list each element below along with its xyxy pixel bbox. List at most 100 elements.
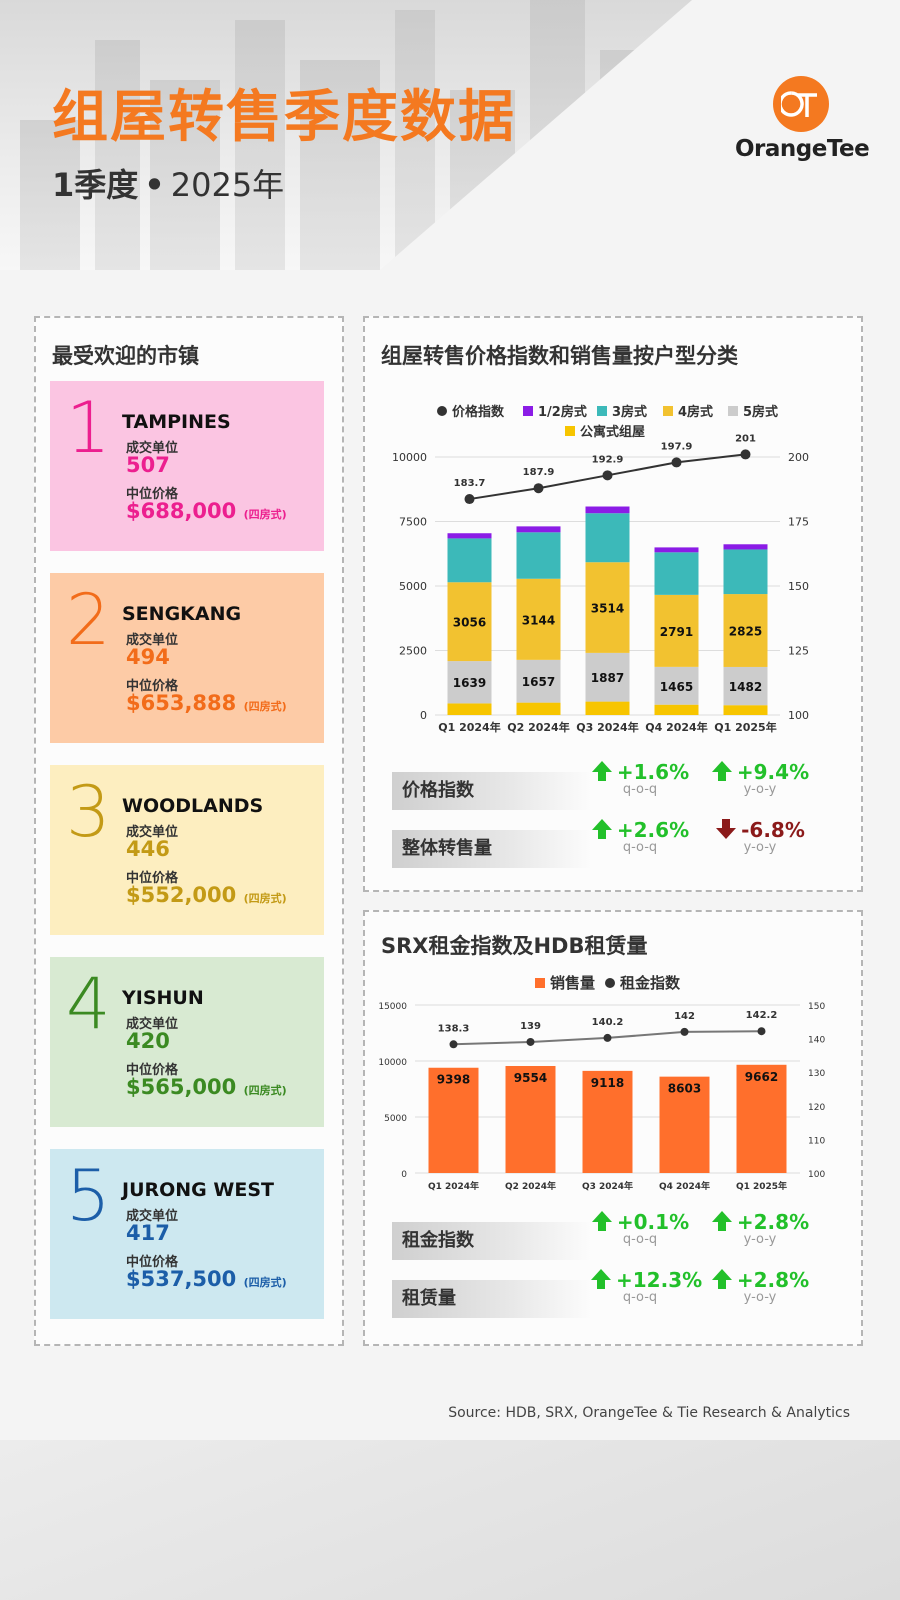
line-point bbox=[671, 457, 682, 468]
legend-marker bbox=[605, 978, 615, 988]
page-subtitle: 1季度 • 2025年 bbox=[52, 160, 284, 206]
bar-data-label: 9118 bbox=[591, 1076, 624, 1090]
bar-data-label: 1639 bbox=[453, 676, 486, 690]
stat-label: 整体转售量 bbox=[392, 830, 592, 868]
bar-segment bbox=[585, 652, 630, 702]
bar-segment bbox=[428, 1067, 479, 1173]
line-data-label: 187.9 bbox=[523, 467, 555, 478]
town-price-value: $552,000 bbox=[126, 883, 237, 907]
flat-type: (四房式) bbox=[243, 1276, 287, 1289]
y2-tick-label: 110 bbox=[808, 1136, 825, 1146]
y-tick-label: 10000 bbox=[378, 1058, 407, 1068]
bar-segment bbox=[516, 659, 561, 703]
y-tick-label: 0 bbox=[420, 709, 427, 722]
legend-marker bbox=[437, 406, 447, 416]
bar-segment bbox=[654, 704, 699, 715]
town-name: YISHUN bbox=[122, 987, 204, 1009]
line-point bbox=[757, 1027, 766, 1036]
town-price-value: $653,888 bbox=[126, 691, 237, 715]
up-arrow-icon bbox=[591, 819, 612, 839]
town-units: 494 bbox=[126, 645, 170, 669]
bar-data-label: 1657 bbox=[522, 675, 555, 689]
x-tick-label: Q3 2024年 bbox=[576, 720, 638, 734]
bar-segment bbox=[736, 1064, 787, 1173]
town-rank: 1 bbox=[66, 387, 111, 469]
legend-label: 4房式 bbox=[678, 404, 713, 420]
town-name: TAMPINES bbox=[122, 411, 231, 433]
line-data-label: 138.3 bbox=[438, 1023, 470, 1034]
line-data-label: 140.2 bbox=[592, 1017, 624, 1028]
line-point bbox=[680, 1027, 689, 1036]
line-data-label: 142 bbox=[674, 1011, 695, 1022]
x-tick-label: Q1 2025年 bbox=[736, 1180, 787, 1192]
bar-data-label: 9554 bbox=[514, 1071, 547, 1085]
rental-chart: 0 5000 10000 15000 100 110 120 130 140 150 9398 955… bbox=[378, 974, 825, 1192]
y2-tick-label: 150 bbox=[788, 580, 809, 593]
x-tick-label: Q1 2024年 bbox=[428, 1180, 479, 1192]
town-price: $688,000 (四房式) bbox=[126, 499, 287, 523]
town-card: 2 SENGKANG 成交单位 494 中位价格 $653,888 (四房式) bbox=[50, 573, 324, 743]
legend-label: 销售量 bbox=[550, 974, 595, 992]
legend-marker bbox=[535, 978, 545, 988]
stat-qoq-value: +2.6% bbox=[616, 818, 690, 842]
stat-yoy-label: y-o-y bbox=[743, 840, 777, 855]
bar-segment bbox=[654, 666, 699, 705]
up-arrow-icon bbox=[711, 761, 732, 781]
line-data-label: 183.7 bbox=[454, 478, 486, 489]
stat-yoy-value: +9.4% bbox=[736, 760, 810, 784]
line-data-label: 197.9 bbox=[661, 441, 693, 452]
town-price: $565,000 (四房式) bbox=[126, 1075, 287, 1099]
y-tick-label: 5000 bbox=[384, 1114, 407, 1124]
line-point bbox=[464, 494, 475, 505]
legend-label: 价格指数 bbox=[452, 404, 505, 420]
x-tick-label: Q2 2024年 bbox=[505, 1180, 556, 1192]
town-price: $537,500 (四房式) bbox=[126, 1267, 287, 1291]
stat-qoq-label: q-o-q bbox=[622, 1290, 658, 1305]
town-price-value: $565,000 bbox=[126, 1075, 237, 1099]
line-point bbox=[602, 470, 613, 481]
bar-segment bbox=[723, 666, 768, 706]
line-point bbox=[449, 1040, 458, 1049]
line-point bbox=[526, 1037, 535, 1046]
stat-yoy-label: y-o-y bbox=[743, 1290, 777, 1305]
y2-tick-label: 125 bbox=[788, 645, 809, 658]
up-arrow-icon bbox=[711, 1211, 732, 1231]
bar-segment bbox=[723, 549, 768, 595]
line-point bbox=[740, 449, 751, 460]
legend-marker bbox=[523, 406, 533, 416]
down-arrow-icon bbox=[716, 819, 737, 839]
y-tick-label: 5000 bbox=[399, 580, 427, 593]
source-note: Source: HDB, SRX, OrangeTee & Tie Resear… bbox=[448, 1405, 850, 1421]
line-data-label: 201 bbox=[735, 433, 756, 444]
units-label: 成交单位 bbox=[126, 441, 179, 456]
bar-data-label: 9662 bbox=[745, 1070, 778, 1084]
up-arrow-icon bbox=[591, 1211, 612, 1231]
price-label: 中位价格 bbox=[126, 1255, 179, 1270]
bar-segment bbox=[447, 538, 492, 583]
up-arrow-icon bbox=[711, 1269, 732, 1289]
bar-segment bbox=[516, 702, 561, 715]
bar-segment bbox=[654, 547, 699, 553]
town-price: $552,000 (四房式) bbox=[126, 883, 287, 907]
town-card: 4 YISHUN 成交单位 420 中位价格 $565,000 (四房式) bbox=[50, 957, 324, 1127]
town-price: $653,888 (四房式) bbox=[126, 691, 287, 715]
line-point bbox=[533, 483, 544, 494]
up-arrow-icon bbox=[591, 1269, 611, 1289]
stat-yoy: +9.4% y-o-y bbox=[710, 760, 810, 797]
stat-label: 价格指数 bbox=[392, 772, 592, 810]
stat-qoq-label: q-o-q bbox=[622, 840, 658, 855]
legend-label: 3房式 bbox=[612, 404, 647, 420]
x-tick-label: Q3 2024年 bbox=[582, 1180, 633, 1192]
y-tick-label: 10000 bbox=[392, 451, 427, 464]
bar-segment bbox=[516, 578, 561, 660]
bar-segment bbox=[723, 594, 768, 667]
stat-label: 租赁量 bbox=[392, 1280, 592, 1318]
bar-segment bbox=[585, 701, 630, 715]
town-rank: 2 bbox=[66, 579, 111, 661]
town-units: 417 bbox=[126, 1221, 170, 1245]
y2-tick-label: 120 bbox=[808, 1103, 825, 1113]
flat-type: (四房式) bbox=[243, 508, 287, 521]
town-units: 446 bbox=[126, 837, 170, 861]
town-price-value: $688,000 bbox=[126, 499, 237, 523]
stat-qoq-value: +0.1% bbox=[616, 1210, 690, 1234]
